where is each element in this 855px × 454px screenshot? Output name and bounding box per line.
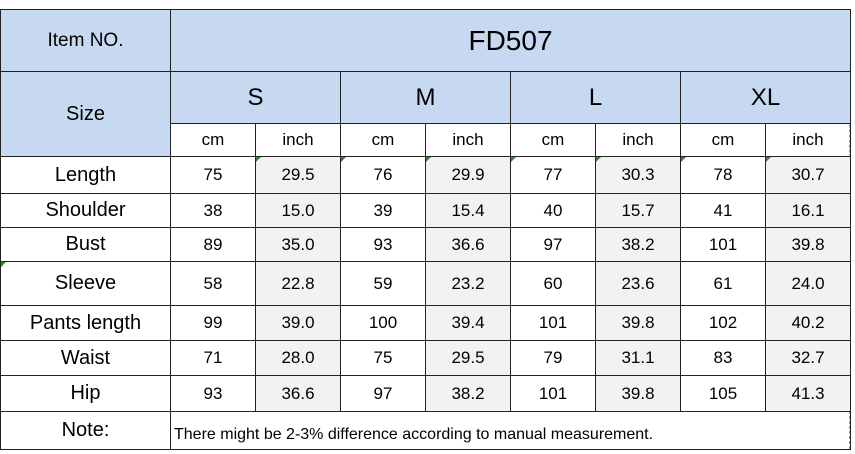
cell-s-cm: 71 <box>170 340 256 376</box>
cell-l-cm: 40 <box>510 193 596 228</box>
cell-l-inch: 39.8 <box>595 375 681 412</box>
unit-cm: cm <box>170 123 256 157</box>
cell-m-cm: 93 <box>340 227 426 262</box>
unit-row: cm inch cm inch cm inch cm inch <box>1 123 851 157</box>
row-label: Bust <box>0 227 171 262</box>
note-row: Note: There might be 2-3% difference acc… <box>0 411 851 450</box>
unit-inch: inch <box>425 123 511 157</box>
cell-l-cm: 101 <box>510 375 596 412</box>
cell-s-cm: 38 <box>170 193 256 228</box>
cell-m-inch: 23.2 <box>425 261 511 306</box>
cell-l-cm: 79 <box>510 340 596 376</box>
unit-inch: inch <box>255 123 341 157</box>
cell-xl-inch: 16.1 <box>765 193 851 228</box>
cell-m-inch: 36.6 <box>425 227 511 262</box>
cell-xl-cm: 102 <box>680 305 766 341</box>
cell-s-inch: 22.8 <box>255 261 341 306</box>
cell-l-inch: 31.1 <box>595 340 681 376</box>
row-label: Shoulder <box>0 193 171 228</box>
item-row: Item NO. FD507 <box>0 9 851 72</box>
table-row: Sleeve 58 22.8 59 23.2 60 23.6 61 24.0 <box>0 261 851 306</box>
cell-s-inch: 35.0 <box>255 227 341 262</box>
cell-xl-cm: 78 <box>680 156 766 194</box>
note-label: Note: <box>0 411 171 450</box>
cell-m-cm: 100 <box>340 305 426 341</box>
unit-inch: inch <box>595 123 681 157</box>
cell-l-inch: 38.2 <box>595 227 681 262</box>
size-xl-header: XL <box>680 71 851 124</box>
cell-m-inch: 29.9 <box>425 156 511 194</box>
cell-m-cm: 76 <box>340 156 426 194</box>
cell-m-cm: 75 <box>340 340 426 376</box>
cell-l-cm: 97 <box>510 227 596 262</box>
item-no-label: Item NO. <box>0 9 171 72</box>
cell-l-inch: 23.6 <box>595 261 681 306</box>
cell-s-inch: 36.6 <box>255 375 341 412</box>
size-row: Size S M L XL <box>0 71 851 157</box>
cell-xl-cm: 61 <box>680 261 766 306</box>
cell-xl-inch: 40.2 <box>765 305 851 341</box>
row-label: Waist <box>0 340 171 376</box>
cell-m-cm: 59 <box>340 261 426 306</box>
cell-l-cm: 77 <box>510 156 596 194</box>
cell-xl-inch: 41.3 <box>765 375 851 412</box>
size-l-header: L <box>510 71 681 124</box>
cell-xl-cm: 105 <box>680 375 766 412</box>
unit-cm: cm <box>510 123 596 157</box>
table-row: Bust 89 35.0 93 36.6 97 38.2 101 39.8 <box>0 227 851 262</box>
table-row: Hip 93 36.6 97 38.2 101 39.8 105 41.3 <box>0 375 851 412</box>
cell-s-inch: 39.0 <box>255 305 341 341</box>
cell-l-cm: 60 <box>510 261 596 306</box>
cell-xl-cm: 83 <box>680 340 766 376</box>
row-label: Length <box>0 156 171 194</box>
cell-xl-cm: 101 <box>680 227 766 262</box>
cell-s-inch: 15.0 <box>255 193 341 228</box>
cell-xl-inch: 32.7 <box>765 340 851 376</box>
table-row: Pants length 99 39.0 100 39.4 101 39.8 1… <box>0 305 851 341</box>
cell-l-inch: 15.7 <box>595 193 681 228</box>
table-row: Length 75 29.5 76 29.9 77 30.3 78 30.7 <box>0 156 851 194</box>
table-row: Shoulder 38 15.0 39 15.4 40 15.7 41 16.1 <box>0 193 851 228</box>
size-label: Size <box>0 71 171 157</box>
unit-cm: cm <box>340 123 426 157</box>
cell-m-inch: 38.2 <box>425 375 511 412</box>
cell-s-inch: 29.5 <box>255 156 341 194</box>
cell-s-cm: 58 <box>170 261 256 306</box>
cell-s-cm: 75 <box>170 156 256 194</box>
row-label: Sleeve <box>0 261 171 306</box>
size-s-header: S <box>170 71 341 124</box>
row-label: Pants length <box>0 305 171 341</box>
cell-m-cm: 97 <box>340 375 426 412</box>
cell-m-inch: 29.5 <box>425 340 511 376</box>
table-row: Waist 71 28.0 75 29.5 79 31.1 83 32.7 <box>0 340 851 376</box>
model-number: FD507 <box>170 9 851 72</box>
cell-l-inch: 39.8 <box>595 305 681 341</box>
cell-xl-cm: 41 <box>680 193 766 228</box>
size-chart-table: Item NO. FD507 Size S M L XL cm inch cm … <box>0 9 851 450</box>
cell-m-cm: 39 <box>340 193 426 228</box>
note-text: There might be 2-3% difference according… <box>170 411 851 450</box>
unit-cm: cm <box>680 123 766 157</box>
cell-xl-inch: 39.8 <box>765 227 851 262</box>
cell-m-inch: 15.4 <box>425 193 511 228</box>
cell-s-inch: 28.0 <box>255 340 341 376</box>
cell-m-inch: 39.4 <box>425 305 511 341</box>
cell-xl-inch: 24.0 <box>765 261 851 306</box>
size-m-header: M <box>340 71 511 124</box>
cell-xl-inch: 30.7 <box>765 156 851 194</box>
cell-s-cm: 93 <box>170 375 256 412</box>
cell-l-inch: 30.3 <box>595 156 681 194</box>
cell-s-cm: 99 <box>170 305 256 341</box>
cell-s-cm: 89 <box>170 227 256 262</box>
row-label: Hip <box>0 375 171 412</box>
cell-l-cm: 101 <box>510 305 596 341</box>
unit-inch: inch <box>765 123 851 157</box>
